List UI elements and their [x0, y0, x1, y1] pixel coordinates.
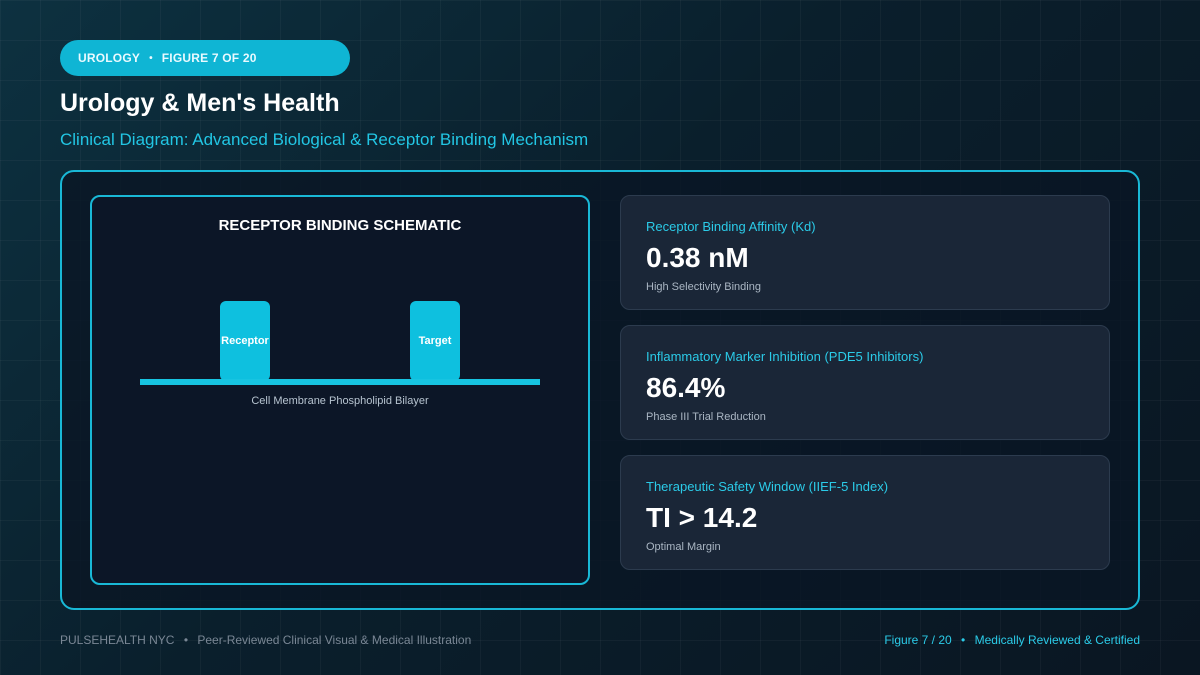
target-block: Target — [410, 301, 460, 381]
badge-separator: • — [149, 52, 153, 64]
footer-figure: Figure 7 / 20 — [884, 633, 952, 647]
metric-value: TI > 14.2 — [646, 502, 758, 533]
metric-card-safety-window: Therapeutic Safety Window (IIEF-5 Index)… — [620, 455, 1110, 570]
receptor-label: Receptor — [221, 335, 269, 347]
footer-certification: Medically Reviewed & Certified — [974, 633, 1140, 647]
footer-separator: • — [183, 633, 189, 647]
metric-label: Therapeutic Safety Window (IIEF-5 Index) — [646, 479, 889, 494]
metric-label: Receptor Binding Affinity (Kd) — [646, 219, 816, 234]
footer-tagline: Peer-Reviewed Clinical Visual & Medical … — [197, 633, 472, 647]
metric-card-binding-affinity: Receptor Binding Affinity (Kd) 0.38 nM H… — [620, 195, 1110, 310]
footer-brand: PULSEHEALTH NYC — [60, 633, 175, 647]
target-label: Target — [418, 335, 452, 347]
footer-separator: • — [961, 633, 966, 647]
page-subtitle: Clinical Diagram: Advanced Biological & … — [60, 130, 589, 149]
metric-note: Optimal Margin — [646, 541, 721, 553]
badge-category: UROLOGY — [78, 51, 141, 65]
page-title: Urology & Men's Health — [60, 89, 340, 117]
metric-value: 86.4% — [646, 372, 726, 403]
cell-membrane-line — [140, 379, 540, 385]
metric-label: Inflammatory Marker Inhibition (PDE5 Inh… — [646, 349, 924, 364]
footer-credits: PULSEHEALTH NYC • Peer-Reviewed Clinical… — [60, 633, 471, 647]
badge-figure: FIGURE 7 OF 20 — [161, 51, 257, 65]
figure-badge: UROLOGY • FIGURE 7 OF 20 — [60, 40, 350, 76]
metric-note: High Selectivity Binding — [646, 281, 761, 293]
footer-figure-info: Figure 7 / 20 • Medically Reviewed & Cer… — [884, 633, 1140, 647]
schematic-title: RECEPTOR BINDING SCHEMATIC — [218, 217, 462, 234]
schematic-panel: RECEPTOR BINDING SCHEMATIC Receptor Targ… — [90, 195, 590, 585]
metric-note: Phase III Trial Reduction — [646, 411, 766, 423]
metric-card-inflammatory-inhibition: Inflammatory Marker Inhibition (PDE5 Inh… — [620, 325, 1110, 440]
membrane-label: Cell Membrane Phospholipid Bilayer — [251, 395, 429, 407]
receptor-block: Receptor — [220, 301, 270, 381]
metric-value: 0.38 nM — [646, 242, 749, 273]
